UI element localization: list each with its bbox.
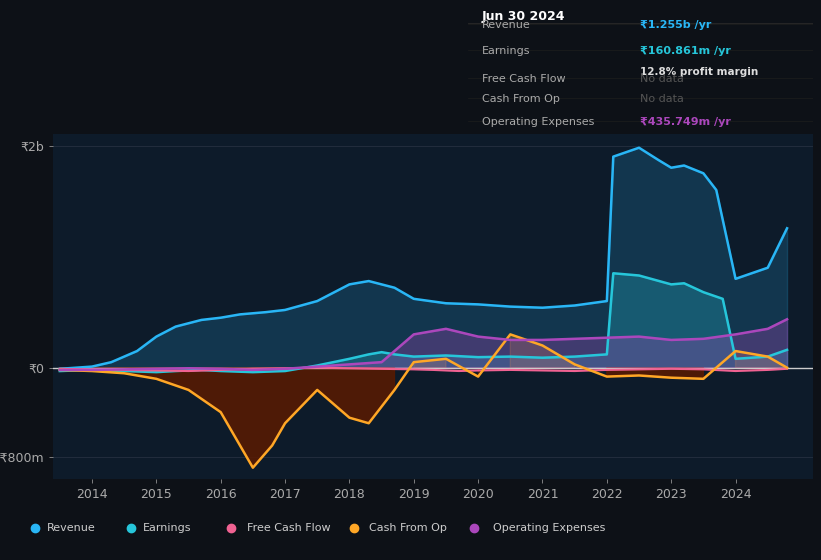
Text: Earnings: Earnings (482, 46, 530, 56)
Text: Free Cash Flow: Free Cash Flow (246, 523, 330, 533)
Text: Free Cash Flow: Free Cash Flow (482, 74, 566, 85)
Text: Operating Expenses: Operating Expenses (482, 116, 594, 127)
Text: Cash From Op: Cash From Op (369, 523, 447, 533)
Text: ₹1.255b /yr: ₹1.255b /yr (640, 20, 712, 30)
Text: Earnings: Earnings (143, 523, 191, 533)
Text: Cash From Op: Cash From Op (482, 94, 560, 104)
Text: ₹435.749m /yr: ₹435.749m /yr (640, 116, 732, 127)
Text: Operating Expenses: Operating Expenses (493, 523, 606, 533)
Text: ₹160.861m /yr: ₹160.861m /yr (640, 46, 732, 56)
Text: No data: No data (640, 74, 684, 85)
Text: Revenue: Revenue (482, 20, 530, 30)
Text: 12.8% profit margin: 12.8% profit margin (640, 67, 759, 77)
Text: Jun 30 2024: Jun 30 2024 (482, 10, 566, 23)
Text: No data: No data (640, 94, 684, 104)
Text: Revenue: Revenue (47, 523, 96, 533)
